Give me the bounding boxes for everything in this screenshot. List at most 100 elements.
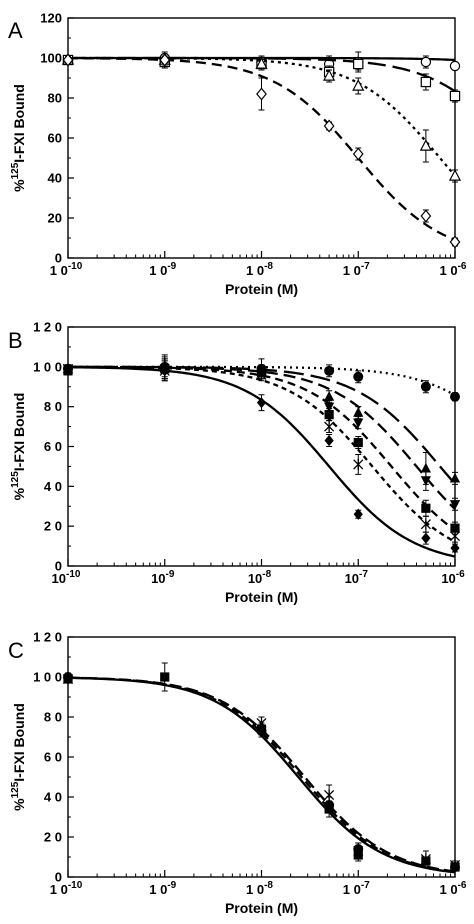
- data-point: [450, 542, 460, 554]
- y-axis-label-rest: I-FXI Bound: [11, 703, 27, 782]
- x-tick-exponent: -9: [166, 569, 175, 580]
- data-point: [62, 673, 74, 685]
- fit-curve: [68, 365, 456, 543]
- x-tick-exponent: -7: [361, 261, 370, 272]
- x-tick-label: 1 0-7: [343, 261, 370, 278]
- fit-curve: [67, 676, 456, 874]
- x-tick-label: 1 0-7: [343, 880, 370, 897]
- x-tick-label: 1 0-8: [246, 261, 273, 278]
- x-tick-exponent: -10: [68, 261, 83, 272]
- data-point: [256, 397, 267, 409]
- y-axis-label-rest: I-FXI Bound: [11, 84, 27, 163]
- x-tick-base: 1 0: [50, 882, 68, 897]
- plot-frame: [67, 17, 456, 259]
- panel-label: C: [8, 638, 24, 663]
- data-point: [449, 859, 461, 871]
- x-tick-label: 10-6: [441, 569, 465, 586]
- series-filled-square: [63, 358, 460, 535]
- x-tick-base: 10: [248, 571, 262, 586]
- data-point: [353, 418, 364, 429]
- y-tick-label: 100: [40, 51, 62, 66]
- x-tick-label: 10-10: [52, 569, 81, 586]
- data-point: [63, 365, 73, 377]
- x-tick-label: 1 0-6: [440, 880, 467, 897]
- y-tick-label: 0: [55, 251, 62, 266]
- x-tick-base: 10: [151, 571, 165, 586]
- data-point: [420, 518, 431, 530]
- y-axis-label: %125I-FXI Bound: [10, 703, 27, 811]
- series-filled-circle: [63, 672, 460, 874]
- data-point: [449, 500, 461, 510]
- y-axis-label-superscript: 125: [10, 781, 21, 798]
- y-tick-label: 80: [48, 91, 62, 106]
- y-tick-label: 2 0: [44, 519, 62, 534]
- x-tick-base: 1 0: [149, 263, 167, 278]
- x-tick-label: 10-7: [345, 569, 369, 586]
- data-point: [449, 90, 461, 102]
- data-point: [352, 79, 365, 91]
- data-point: [421, 503, 431, 513]
- data-point: [256, 717, 267, 729]
- x-tick-exponent: -6: [458, 880, 467, 891]
- data-point: [324, 789, 335, 801]
- fit-curve: [67, 365, 456, 532]
- y-tick-label: 4 0: [44, 479, 62, 494]
- data-point: [421, 532, 431, 544]
- data-point: [352, 147, 364, 161]
- y-tick-label: 1 0 0: [33, 670, 62, 685]
- data-point: [256, 87, 267, 101]
- chart-panel-b: B02 04 06 08 01 0 01 2 010-10 10-9 10-8 10-…: [8, 320, 465, 606]
- x-tick-label: 10-9: [151, 569, 175, 586]
- y-axis-label-percent: %: [11, 798, 27, 811]
- fit-curve: [67, 57, 456, 241]
- y-tick-label: 8 0: [44, 710, 62, 725]
- x-tick-base: 1 0: [149, 882, 167, 897]
- data-point: [420, 209, 432, 223]
- data-point: [324, 410, 334, 420]
- data-point: [256, 369, 267, 381]
- y-tick-label: 6 0: [44, 439, 62, 454]
- x-tick-exponent: -6: [458, 261, 467, 272]
- data-point: [324, 804, 334, 814]
- y-tick-label: 8 0: [44, 399, 62, 414]
- y-axis-label-percent: %: [11, 179, 27, 192]
- y-axis-label: %125I-FXI Bound: [10, 393, 27, 501]
- y-axis-label-superscript: 125: [10, 471, 21, 488]
- x-tick-exponent: -8: [264, 880, 273, 891]
- data-point: [353, 407, 364, 417]
- fit-curve: [68, 365, 456, 485]
- y-tick-label: 2 0: [44, 830, 62, 845]
- series-asterisk: [62, 360, 461, 543]
- data-point: [353, 845, 364, 857]
- x-tick-base: 1 0: [440, 882, 458, 897]
- data-point: [353, 437, 363, 448]
- x-tick-exponent: -8: [262, 569, 271, 580]
- y-tick-label: 6 0: [44, 750, 62, 765]
- x-tick-exponent: -10: [68, 880, 83, 891]
- y-tick-label: 4 0: [44, 790, 62, 805]
- y-tick-label: 1 2 0: [33, 320, 62, 335]
- data-point: [419, 139, 432, 151]
- data-point: [448, 169, 462, 181]
- y-tick-label: 1 0 0: [33, 359, 62, 374]
- y-tick-label: 0: [55, 559, 62, 574]
- data-point: [353, 371, 364, 382]
- y-tick-label: 1 2 0: [33, 630, 62, 645]
- x-axis-label: Protein (M): [225, 589, 298, 605]
- y-axis-label-percent: %: [11, 487, 27, 500]
- data-point: [420, 56, 432, 68]
- x-tick-base: 10: [52, 571, 66, 586]
- x-axis-label: Protein (M): [225, 900, 298, 916]
- data-point: [323, 119, 335, 133]
- data-point: [324, 420, 335, 433]
- data-point: [324, 402, 335, 413]
- series-open-triangle: [61, 53, 462, 183]
- x-tick-label: 1 0-8: [246, 880, 273, 897]
- x-tick-label: 1 0-9: [149, 880, 176, 897]
- data-point: [420, 76, 432, 88]
- data-point: [449, 472, 461, 483]
- data-point: [420, 381, 431, 392]
- data-point: [160, 365, 170, 377]
- y-tick-label: 0: [55, 870, 62, 885]
